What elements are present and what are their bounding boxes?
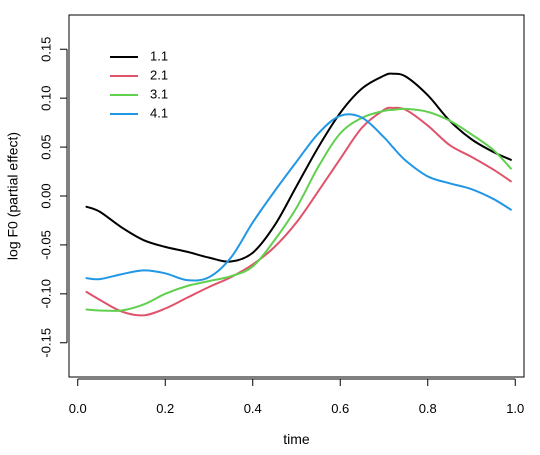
- x-tick-label: 0.6: [331, 401, 349, 416]
- legend-label: 2.1: [150, 67, 168, 82]
- y-tick-label: -0.10: [38, 279, 53, 309]
- x-tick-label: 0.0: [69, 401, 87, 416]
- y-tick-label: 0.10: [38, 86, 53, 111]
- y-axis-title: log F0 (partial effect): [5, 132, 21, 260]
- x-tick-label: 1.0: [506, 401, 524, 416]
- y-tick-label: -0.15: [38, 328, 53, 358]
- legend-label: 4.1: [150, 105, 168, 120]
- y-tick-label: 0.05: [38, 134, 53, 159]
- series-line-2-1: [85, 106, 512, 317]
- y-tick-label: -0.05: [38, 230, 53, 260]
- series-line-1-1: [85, 72, 512, 263]
- plot-area-frame: [68, 14, 525, 378]
- legend: 1.1 2.1 3.1 4.1: [110, 48, 168, 120]
- series-line-3-1: [85, 107, 512, 312]
- x-tick-label: 0.2: [156, 401, 174, 416]
- y-tick-label: 0.15: [38, 37, 53, 62]
- legend-label: 3.1: [150, 86, 168, 101]
- x-axis-title: time: [283, 431, 310, 447]
- y-tick-label: 0.00: [38, 183, 53, 208]
- series-line-4-1: [85, 113, 512, 282]
- x-tick-label: 0.4: [244, 401, 262, 416]
- legend-label: 1.1: [150, 48, 168, 63]
- x-tick-label: 0.8: [419, 401, 437, 416]
